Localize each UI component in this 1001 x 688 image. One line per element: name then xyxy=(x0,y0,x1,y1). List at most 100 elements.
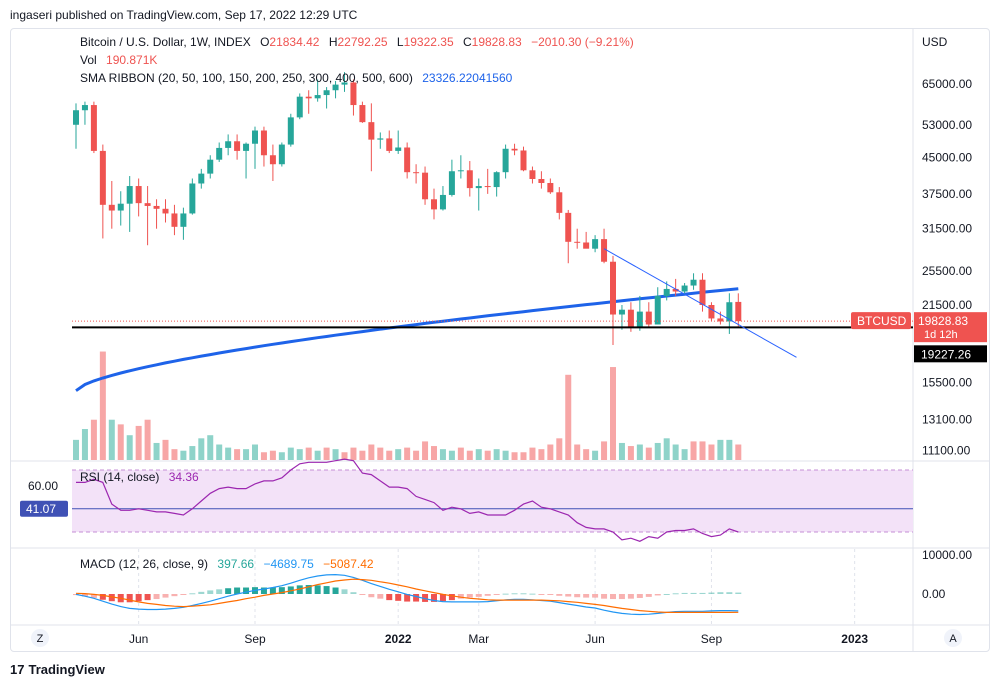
volume-bar xyxy=(332,449,339,460)
volume-bar xyxy=(699,441,706,460)
publisher-line: ingaseri published on TradingView.com, S… xyxy=(10,8,358,22)
candle-body xyxy=(681,285,688,292)
candle-body xyxy=(502,148,509,173)
candle-body xyxy=(466,170,473,189)
chart-frame xyxy=(10,28,990,652)
rsi-pane: 60.00 41.07 xyxy=(20,458,913,542)
macd-histogram-bar xyxy=(681,592,688,594)
volume-bar xyxy=(314,450,321,460)
macd-histogram-bar xyxy=(556,594,563,596)
macd-histogram-bar xyxy=(81,594,88,597)
candle-body xyxy=(386,138,393,151)
macd-histogram-bar xyxy=(583,594,590,598)
candle-body xyxy=(735,301,742,322)
sma-ribbon-path xyxy=(75,287,739,392)
volume-bar xyxy=(207,435,214,460)
auto-scale-left-button[interactable]: Z xyxy=(31,629,49,647)
macd-histogram-bar xyxy=(547,594,554,595)
candle-body xyxy=(117,203,124,211)
volume-bar xyxy=(547,444,554,460)
macd-histogram-bar xyxy=(386,594,393,601)
candle-body xyxy=(618,309,625,315)
volume-bar xyxy=(377,447,384,460)
rsi-legend: RSI (14, close) 34.36 xyxy=(80,470,199,484)
candle-body xyxy=(511,148,518,151)
candle-body xyxy=(565,212,572,242)
volume-bar xyxy=(144,419,151,460)
volume-bar xyxy=(610,367,616,460)
tradingview-logo-icon: 17 xyxy=(10,662,25,677)
candle-body xyxy=(520,150,527,171)
tradingview-logo[interactable]: 17 TradingView xyxy=(10,662,105,677)
candle-body xyxy=(144,203,151,206)
candle-body xyxy=(305,96,312,99)
macd-histogram-bar xyxy=(627,594,634,599)
candle-body xyxy=(126,186,133,204)
volume-bar xyxy=(601,441,608,460)
volume-bar xyxy=(243,449,250,460)
volume-bar xyxy=(350,447,357,460)
price-tick-label: 37500.00 xyxy=(922,187,972,201)
volume-bar xyxy=(99,351,106,460)
macd-histogram-bar xyxy=(645,594,652,597)
time-tick-label: Jun xyxy=(585,632,604,646)
macd-histogram-bar xyxy=(520,593,527,595)
macd-histogram-bar xyxy=(377,594,384,599)
macd-histogram-bar xyxy=(717,592,724,594)
macd-histogram-bar xyxy=(216,589,223,594)
rsi-tick-label: 60.00 xyxy=(28,479,58,493)
time-tick-label: Jun xyxy=(129,632,148,646)
volume-bar xyxy=(90,419,97,460)
volume-bar xyxy=(636,444,643,460)
macd-histogram-bar xyxy=(189,593,196,595)
macd-histogram-bar xyxy=(493,594,500,595)
candle-body xyxy=(404,147,411,173)
macd-histogram-bar xyxy=(332,587,339,594)
macd-histogram-bar xyxy=(395,594,402,601)
volume-bar xyxy=(529,447,536,460)
candle-body xyxy=(431,199,437,210)
price-tick-label: 31500.00 xyxy=(922,222,972,236)
macd-histogram-bar xyxy=(636,594,643,598)
candle-body xyxy=(135,186,142,204)
grid-lines xyxy=(11,29,989,651)
price-tick-label: 25500.00 xyxy=(922,264,972,278)
candle-body xyxy=(601,239,608,262)
volume-bar xyxy=(448,450,455,460)
candlestick-series xyxy=(73,72,742,345)
volume-bar xyxy=(690,441,697,460)
time-tick-label: 2023 xyxy=(841,632,868,646)
macd-histogram-bar xyxy=(726,592,733,594)
axes: 65000.00 53000.00 45000.00 37500.00 31500.00… xyxy=(129,77,987,646)
price-tag-label: 19828.83 xyxy=(918,314,968,328)
candle-body xyxy=(323,90,330,96)
volume-bar xyxy=(278,452,285,460)
macd-tick-label: 10000.00 xyxy=(922,548,972,562)
candle-body xyxy=(377,138,384,140)
macd-histogram-bar xyxy=(323,586,330,594)
volume-bar xyxy=(260,452,267,460)
candle-body xyxy=(708,305,715,319)
tradingview-brand: TradingView xyxy=(28,662,105,677)
sma-ribbon-line xyxy=(75,287,739,392)
macd-histogram-bar xyxy=(672,593,679,595)
svg-text:A: A xyxy=(949,633,957,645)
volume-bar xyxy=(565,374,572,460)
macd-histogram-bar xyxy=(511,593,518,595)
volume-bar xyxy=(484,450,491,460)
auto-scale-right-button[interactable]: A xyxy=(944,629,962,647)
volume-bar xyxy=(618,442,625,460)
macd-histogram-bar xyxy=(305,585,312,594)
candle-body xyxy=(81,105,88,111)
macd-histogram-bar xyxy=(422,594,429,602)
macd-histogram-bar xyxy=(529,593,536,595)
volume-bar xyxy=(81,429,88,460)
price-tick-label: 65000.00 xyxy=(922,77,972,91)
price-tick-label: 53000.00 xyxy=(922,118,972,132)
volume-bar xyxy=(269,450,276,460)
volume-bar xyxy=(422,441,429,460)
macd-histogram-bar xyxy=(368,594,375,598)
macd-histogram-bar xyxy=(153,594,160,600)
candle-body xyxy=(672,288,679,292)
